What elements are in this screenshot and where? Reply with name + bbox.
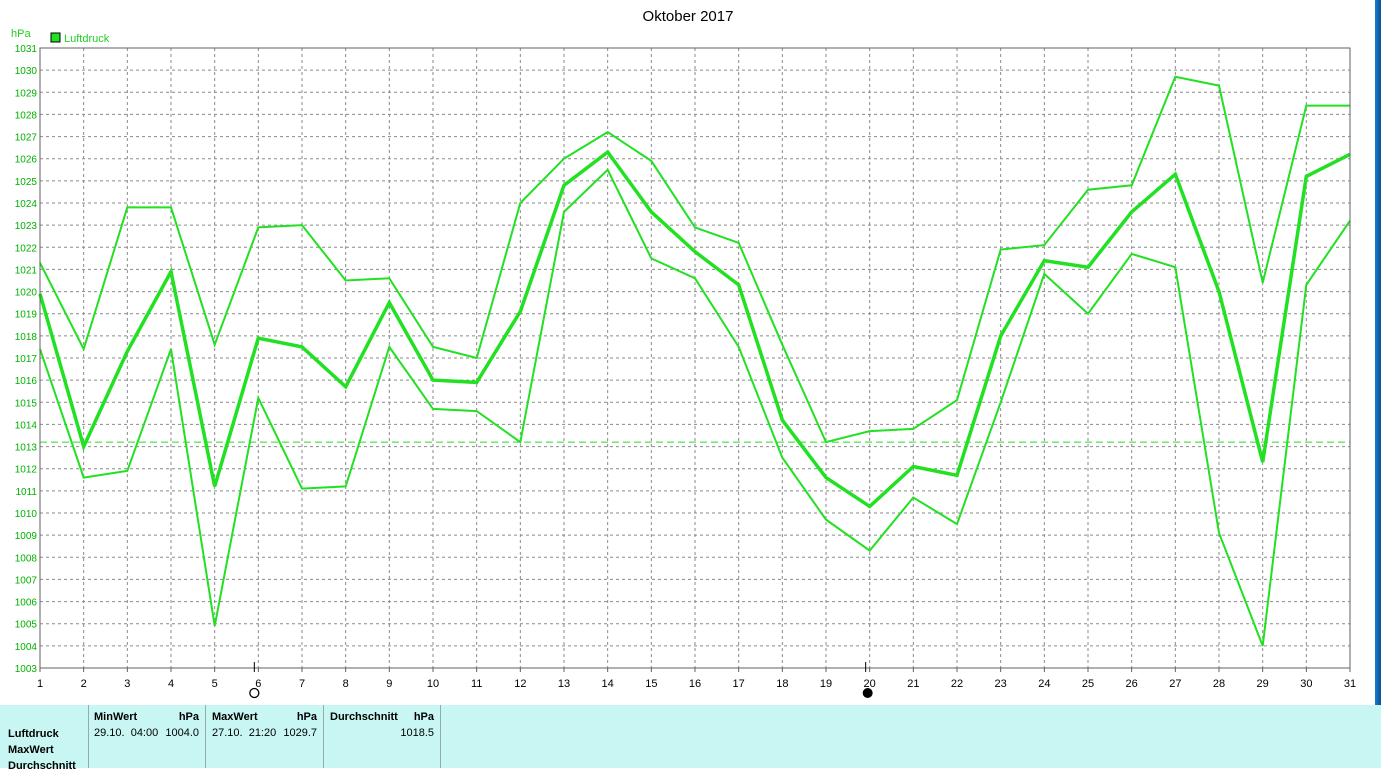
y-tick-label: 1019 [15, 310, 38, 321]
stats-max-column: MaxWert hPa 27.10. 21:20 1029.7 [206, 705, 324, 768]
min-unit: hPa [178, 711, 199, 723]
avg-value: 1018.5 [400, 727, 434, 739]
x-tick-label: 27 [1169, 678, 1181, 690]
y-tick-label: 1029 [15, 88, 38, 99]
min-time: 29.10. 04:00 [94, 727, 159, 739]
y-tick-label: 1030 [15, 66, 38, 77]
x-tick-label: 20 [864, 678, 876, 690]
y-tick-label: 1022 [15, 243, 38, 254]
x-tick-label: 5 [212, 678, 218, 690]
y-tick-label: 1007 [15, 575, 38, 586]
new-moon-icon [862, 688, 873, 698]
y-tick-label: 1025 [15, 177, 38, 188]
x-tick-label: 10 [427, 678, 439, 690]
x-tick-label: 13 [558, 678, 570, 690]
y-tick-label: 1010 [15, 509, 38, 520]
max-time: 27.10. 21:20 [212, 727, 277, 739]
y-tick-label: 1016 [15, 376, 38, 387]
y-tick-label: 1008 [15, 553, 38, 564]
y-tick-label: 1020 [15, 288, 38, 299]
min-value: 1004.0 [165, 727, 199, 739]
y-tick-label: 1023 [15, 221, 38, 232]
max-header: MaxWert [212, 711, 258, 723]
legend-swatch [50, 32, 61, 43]
series-max-line [39, 75, 1350, 444]
avg-header: Durchschnitt [330, 711, 398, 723]
y-tick-label: 1017 [15, 354, 38, 365]
x-tick-label: 29 [1257, 678, 1269, 690]
x-tick-label: 14 [602, 678, 614, 690]
y-tick-label: 1004 [15, 642, 38, 653]
row-label-durchschnitt: Durchschnitt [8, 760, 76, 772]
x-tick-label: 18 [776, 678, 788, 690]
row-label-maxwert: MaxWert [8, 744, 54, 756]
x-tick-label: 8 [343, 678, 349, 690]
y-axis-unit: hPa [11, 28, 31, 40]
x-tick-label: 23 [995, 678, 1007, 690]
y-tick-label: 1009 [15, 531, 38, 542]
x-tick-label: 21 [907, 678, 919, 690]
y-tick-label: 1006 [15, 598, 38, 609]
x-tick-label: 6 [255, 678, 261, 690]
window-edge [1375, 0, 1381, 768]
x-tick-label: 16 [689, 678, 701, 690]
series-min-line [39, 168, 1351, 647]
x-tick-label: 11 [471, 678, 482, 690]
x-tick-label: 2 [81, 678, 87, 690]
full-moon-icon [249, 687, 260, 699]
y-tick-label: 1003 [15, 664, 38, 675]
y-tick-label: 1012 [15, 465, 38, 476]
legend-label: Luftdruck [64, 33, 110, 45]
x-tick-label: 17 [733, 678, 745, 690]
y-tick-label: 1011 [15, 487, 37, 498]
x-tick-label: 31 [1344, 678, 1356, 690]
y-tick-label: 1026 [15, 155, 38, 166]
y-tick-label: 1027 [15, 133, 38, 144]
x-tick-label: 7 [299, 678, 305, 690]
y-tick-label: 1014 [15, 420, 38, 431]
x-tick-label: 12 [514, 678, 526, 690]
y-tick-label: 1021 [15, 265, 38, 276]
x-tick-label: 19 [820, 678, 832, 690]
y-tick-label: 1015 [15, 398, 38, 409]
row-label-luftdruck: Luftdruck [8, 728, 59, 740]
x-tick-label: 25 [1082, 678, 1094, 690]
y-tick-label: 1013 [15, 443, 38, 454]
chart: Oktober 2017 hPa Luftdruck 1003 1004 1005 1… [11, 8, 1356, 699]
max-unit: hPa [296, 711, 317, 723]
x-tick-label: 1 [37, 678, 43, 690]
x-tick-label: 15 [645, 678, 657, 690]
y-tick-label: 1028 [15, 110, 38, 121]
x-tick-label: 24 [1038, 678, 1050, 690]
x-tick-label: 4 [168, 678, 174, 690]
stats-table: Luftdruck MaxWert Durchschnitt MinWert h… [0, 705, 1381, 772]
x-tick-label: 22 [951, 678, 963, 690]
chart-title: Oktober 2017 [643, 8, 734, 25]
avg-unit: hPa [413, 711, 434, 723]
x-tick-label: 3 [124, 678, 130, 690]
max-value: 1029.7 [283, 727, 317, 739]
y-tick-label: 1018 [15, 332, 38, 343]
y-tick-label: 1024 [15, 199, 38, 210]
stats-min-column: MinWert hPa 29.10. 04:00 1004.0 [88, 705, 206, 768]
y-tick-label: 1031 [15, 44, 38, 55]
min-header: MinWert [94, 711, 138, 723]
x-tick-label: 28 [1213, 678, 1225, 690]
x-tick-label: 26 [1126, 678, 1138, 690]
x-tick-label: 9 [386, 678, 392, 690]
plot-frame [39, 47, 1351, 669]
series-average-line [38, 149, 1351, 509]
y-tick-label: 1005 [15, 620, 38, 631]
stats-row-labels: Luftdruck MaxWert Durchschnitt [0, 705, 89, 772]
x-tick-label: 30 [1300, 678, 1312, 690]
stats-avg-column: Durchschnitt hPa 1018.5 [324, 705, 441, 768]
